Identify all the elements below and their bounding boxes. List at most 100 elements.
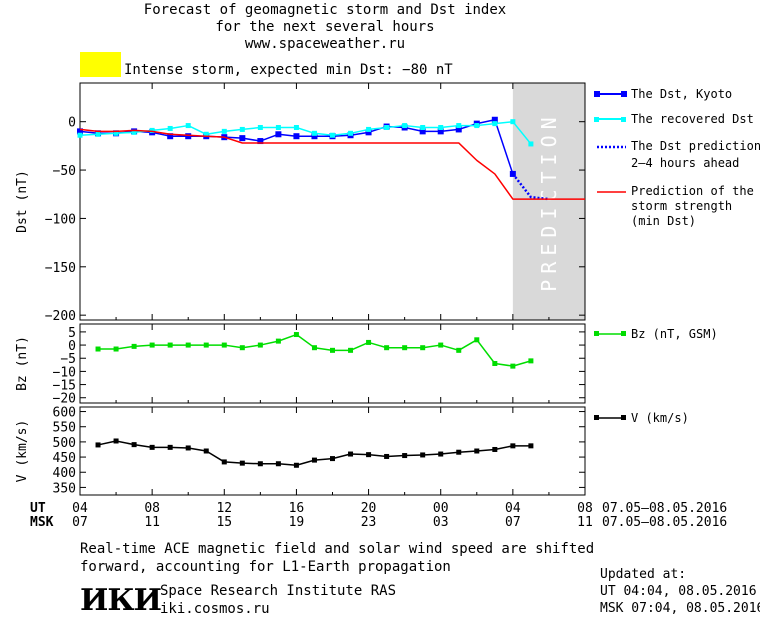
- v-series-0-point: [528, 443, 534, 449]
- bz-series-0-point: [528, 358, 534, 364]
- ut-tick-label: 00: [433, 501, 449, 516]
- dst-series-1-point: [348, 130, 354, 136]
- legend-recovered-label: The recovered Dst: [631, 112, 754, 126]
- v-series-0-point: [492, 446, 498, 452]
- v-series-0-point: [203, 448, 209, 454]
- v-series-0-point: [384, 453, 390, 459]
- bz-series-0-point: [113, 346, 119, 352]
- v-series-0-point: [149, 444, 155, 450]
- v-series-0-point: [239, 460, 245, 466]
- dst-series-0-point: [419, 128, 426, 135]
- bz-series-0-point: [510, 363, 516, 369]
- ut-axis-label: UT: [30, 501, 46, 516]
- bz-series-0-point: [311, 345, 317, 351]
- title-line-3[interactable]: www.spaceweather.ru: [244, 36, 406, 52]
- bz-series-0-point: [474, 337, 480, 343]
- v-ytick-label: 500: [53, 436, 76, 451]
- dst-series-1-point: [275, 124, 281, 130]
- dst-series-1-point: [474, 123, 480, 129]
- updated-title: Updated at:: [600, 567, 687, 582]
- bz-plot-area: [95, 332, 534, 369]
- bz-ytick-label: −5: [60, 352, 76, 367]
- dst-y-axis: 0 −50 −100 −150 −200: [45, 116, 585, 324]
- dst-series-0-point: [491, 116, 498, 123]
- v-series-0-point: [420, 452, 426, 458]
- v-series-0-point: [95, 442, 101, 448]
- v-ytick-label: 550: [53, 421, 76, 436]
- ut-tick-label: 12: [216, 501, 232, 516]
- legend-item-v: V (km/s): [594, 411, 689, 425]
- footer-note-line-2: forward, accounting for L1-Earth propaga…: [80, 559, 451, 575]
- legend-item-dst-kyoto: The Dst, Kyoto: [594, 87, 732, 101]
- updated-info: Updated at: UT 04:04, 08.05.2016 MSK 07:…: [600, 566, 760, 617]
- ut-tick-label: 08: [577, 501, 593, 516]
- v-series-0-point: [257, 461, 263, 467]
- ut-date-range: 07.05–08.05.2016: [602, 501, 727, 516]
- v-series-0-point: [402, 453, 408, 459]
- dst-series-1-point: [438, 124, 444, 130]
- bz-y-axis: 50−5−10−15−20: [53, 326, 585, 407]
- prediction-label: PREDICTION: [537, 111, 561, 291]
- v-series-0-point: [456, 449, 462, 455]
- bz-ytick-label: 0: [68, 339, 76, 354]
- dst-series-0-point: [257, 138, 264, 145]
- dst-series-1-point: [293, 124, 299, 130]
- dst-series-0-point: [239, 135, 246, 142]
- bz-series-0-point: [420, 345, 426, 351]
- bz-ytick-label: −10: [53, 365, 76, 380]
- bz-series-0-point: [257, 342, 263, 348]
- dst-series-0-point: [185, 133, 192, 140]
- prediction-shade: [512, 83, 585, 320]
- v-series-0-point: [438, 451, 444, 457]
- msk-tick-label: 19: [289, 515, 305, 530]
- institute-site-link[interactable]: iki.cosmos.ru: [160, 601, 270, 617]
- dst-series-1-point: [402, 123, 408, 129]
- dst-y-axis-label: Dst (nT): [15, 170, 30, 233]
- v-series-0-point: [275, 461, 281, 467]
- v-ytick-label: 400: [53, 466, 76, 481]
- v-series-0-point: [330, 456, 335, 462]
- bz-ytick-label: −15: [53, 379, 76, 394]
- msk-tick-label: 11: [577, 515, 593, 530]
- v-series-0-point: [510, 443, 516, 449]
- v-y-axis-label: V (km/s): [15, 420, 30, 483]
- legend: The Dst, Kyoto The recovered Dst The Dst…: [594, 87, 760, 425]
- bz-series-0-point: [402, 345, 408, 351]
- dst-series-1-point: [167, 125, 173, 131]
- legend-bz-label: Bz (nT, GSM): [631, 327, 718, 341]
- dst-series-1-point: [221, 128, 227, 134]
- title-line-1: Forecast of geomagnetic storm and Dst in…: [143, 2, 507, 18]
- msk-tick-label: 07: [505, 515, 521, 530]
- v-ytick-label: 450: [53, 451, 76, 466]
- bz-y-axis-label: Bz (nT): [15, 336, 30, 391]
- time-axis: 04070811121516192023000304070811UTMSK07.…: [30, 83, 727, 530]
- legend-dst-kyoto-label: The Dst, Kyoto: [631, 87, 732, 101]
- legend-v-label: V (km/s): [631, 411, 689, 425]
- bz-series-0-point: [239, 345, 245, 351]
- storm-status-text: Intense storm, expected min Dst: −80 nT: [124, 62, 453, 78]
- legend-prediction-label-1: The Dst prediction: [631, 139, 760, 153]
- iki-logo: ИКИ: [80, 583, 162, 618]
- dst-ytick-label: −200: [45, 309, 76, 324]
- bz-series-0-point: [456, 347, 462, 353]
- bz-ytick-label: −20: [53, 392, 76, 407]
- ut-tick-label: 20: [361, 501, 377, 516]
- legend-storm-label-2: storm strength: [631, 199, 732, 213]
- dst-series-1-point: [131, 129, 137, 135]
- msk-tick-label: 23: [361, 515, 377, 530]
- footer-note-line-1: Real-time ACE magnetic field and solar w…: [80, 541, 595, 557]
- bz-series-0-point: [438, 342, 444, 348]
- dst-ytick-label: 0: [68, 116, 76, 131]
- dst-series-1-point: [456, 123, 462, 129]
- dst-series-0-point: [167, 133, 174, 140]
- bz-series-0-point: [95, 346, 101, 352]
- v-series-0-point: [185, 445, 191, 451]
- dst-series-1-point: [492, 121, 498, 127]
- bz-series-0-point: [330, 347, 335, 353]
- bz-series-0-point: [384, 345, 390, 351]
- bz-panel-frame: [79, 323, 586, 404]
- bz-panel: 50−5−10−15−20 Bz (nT): [15, 323, 586, 407]
- storm-level-swatch: [80, 52, 121, 77]
